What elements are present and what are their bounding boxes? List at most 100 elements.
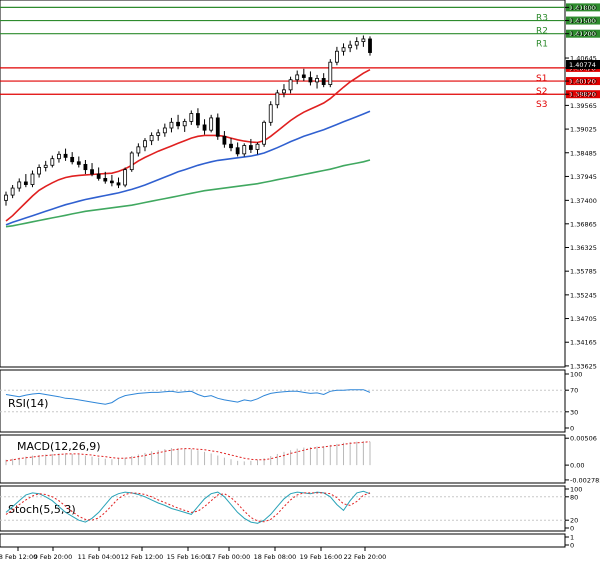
candle [288, 76, 293, 94]
candle-body [37, 167, 41, 175]
price-tick-label: 1.39025 [570, 126, 597, 134]
time-tick-label: 15 Feb 16:00 [167, 553, 210, 561]
candle-body [328, 61, 333, 85]
rsi-line [5, 389, 371, 405]
candle [30, 170, 35, 188]
candle [50, 155, 55, 168]
candle [368, 36, 372, 56]
support-resistance-levels: R31.41800R21.41500R11.41200S11.40420S21.… [0, 3, 600, 110]
candle [136, 143, 141, 157]
candle-body [354, 41, 359, 46]
candle-body [136, 146, 141, 154]
candle-body [361, 38, 366, 42]
price-tick-label: 1.34705 [570, 315, 597, 323]
price-tick-label: 1.41800 [570, 4, 597, 12]
price-panel: R31.41800R21.41500R11.41200S11.40420S21.… [0, 0, 600, 370]
candle-body [189, 113, 194, 122]
macd-signal-line [5, 441, 371, 462]
candle [109, 174, 114, 187]
candle-body [215, 117, 220, 137]
price-tick-label: 1.41200 [570, 30, 597, 38]
candle [268, 101, 273, 126]
rsi-panel-frame [0, 369, 566, 433]
candle-body [301, 74, 306, 78]
candle-body [255, 143, 260, 150]
candle-body [23, 181, 28, 185]
candle-body [162, 127, 167, 134]
candle [43, 160, 48, 172]
level-name: S3 [536, 100, 547, 110]
candle-body [50, 158, 55, 166]
candle [57, 151, 61, 163]
candle-body [116, 182, 121, 186]
level-name: S1 [536, 74, 547, 84]
level-price-tag [566, 16, 600, 25]
price-tick-label: 1.36325 [570, 244, 597, 252]
stoch-title: Stoch(5,5,3) [8, 503, 76, 516]
stoch-k-line [5, 490, 371, 524]
candle-body [143, 140, 147, 148]
panel-tick-label: 70 [570, 387, 578, 395]
candle [23, 174, 28, 188]
candle-body [70, 156, 75, 163]
rsi-title: RSI(14) [8, 397, 48, 410]
level-name: S2 [536, 87, 547, 97]
candle-body [169, 121, 174, 129]
panel-tick-label: -0.002785 [570, 476, 600, 484]
time-tick-label: 9 Feb 20:00 [34, 553, 73, 561]
candle-body [262, 121, 267, 145]
candle [96, 167, 101, 181]
panel-tick-label: 80 [570, 493, 578, 501]
panel-tick-label: 100 [570, 371, 582, 379]
candle-body [17, 181, 22, 189]
candle-body [129, 152, 134, 171]
candle [116, 177, 121, 189]
candle [209, 114, 214, 133]
price-tick-label: 1.39820 [570, 91, 597, 99]
level-price-label: 1.41500 [569, 17, 596, 25]
candle-body [348, 44, 353, 49]
candle-body [30, 173, 35, 185]
candle-body [209, 117, 214, 131]
panel-tick-label: 0.00506 [570, 435, 597, 443]
candle [308, 71, 313, 86]
bottom-panel-frame [0, 533, 566, 548]
price-tick-label: 1.37945 [570, 173, 597, 181]
panel-tick-label: 100 [570, 486, 582, 494]
candle [37, 164, 41, 178]
time-tick-label: 17 Feb 00:00 [208, 553, 251, 561]
candle-body [43, 164, 48, 168]
panel-tick-label: 0 [570, 425, 574, 433]
price-tick-label: 1.35785 [570, 268, 597, 276]
candle-body [308, 77, 313, 83]
candle [229, 138, 233, 152]
moving-average-line [5, 159, 371, 228]
candle [354, 37, 359, 50]
candle-body [202, 124, 207, 131]
level-price-label: 1.39820 [569, 91, 596, 99]
candle [90, 163, 94, 177]
price-tick-label: 1.41500 [570, 17, 597, 25]
candle-body [76, 161, 81, 165]
level-price-label: 1.41800 [569, 4, 596, 12]
bottom-panel: 10 [0, 533, 574, 550]
candle [295, 70, 300, 85]
candle [70, 152, 75, 165]
time-tick-label: 11 Feb 04:00 [78, 553, 121, 561]
candle [10, 185, 15, 199]
level-price-label: 1.40120 [569, 78, 596, 86]
macd-axis: 0.00506 0.00 -0.002785 [565, 435, 600, 484]
candle-body [156, 132, 161, 136]
candle [4, 191, 8, 206]
candle-body [149, 135, 154, 142]
price-tick-label: 1.37400 [570, 197, 597, 205]
price-tick-label: 1.33625 [570, 362, 597, 370]
candle-body [103, 178, 108, 182]
candle-body [109, 180, 114, 184]
rsi-panel: RSI(14) 100 70 30 0 [0, 369, 582, 433]
time-axis: 8 Feb 12:009 Feb 20:00 11 Feb 04:00 12 Feb… [0, 547, 386, 561]
candle [176, 114, 180, 130]
level-name: R1 [536, 40, 548, 50]
moving-averages [5, 68, 371, 228]
